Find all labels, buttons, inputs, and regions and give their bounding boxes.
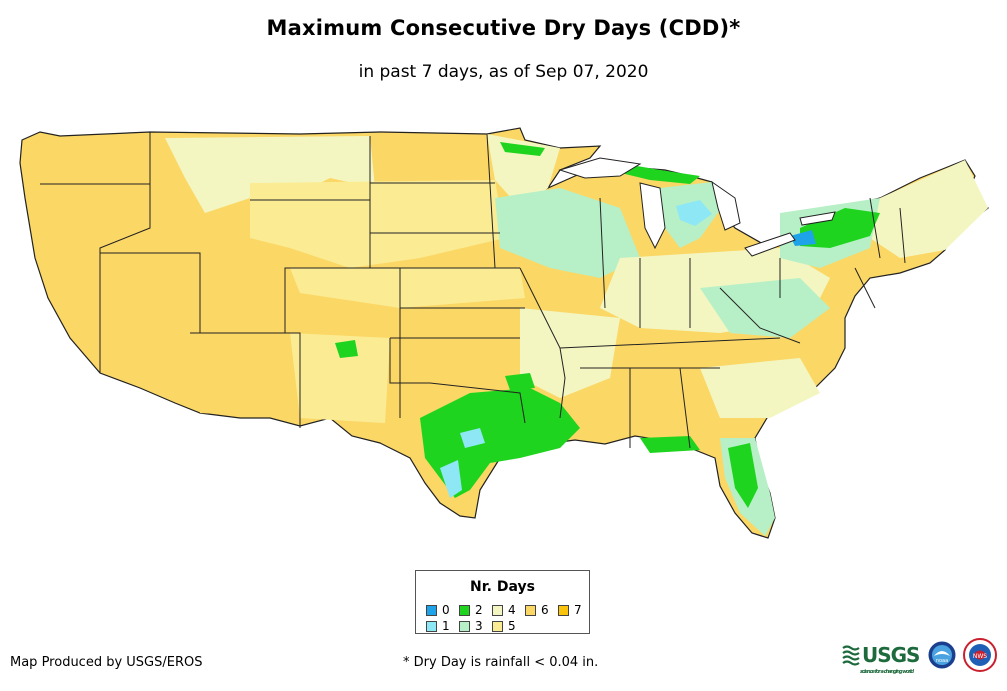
wet-areas <box>335 142 880 508</box>
legend-swatch-0 <box>426 604 437 616</box>
legend-item-5: 5 <box>492 619 516 633</box>
border-west-1 <box>99 132 151 373</box>
legend-item-0: 0 <box>426 603 450 617</box>
texas-green <box>420 388 580 498</box>
state-borders <box>40 132 906 449</box>
lake-michigan <box>639 182 666 250</box>
south-atlantic-zone <box>700 358 820 418</box>
usgs-logo-text: USGS <box>862 643 920 667</box>
noaa-logo-icon: noaa <box>927 640 957 670</box>
legend-swatch-3 <box>459 620 470 632</box>
map-credit: Map Produced by USGS/EROS <box>10 655 203 670</box>
lake-superior <box>558 157 642 179</box>
alabama-green <box>640 436 700 453</box>
border-midwest-v <box>599 197 691 328</box>
arizona-zone <box>190 333 300 418</box>
upper-mi-green <box>620 163 700 184</box>
noaa-logo-text: noaa <box>936 658 948 664</box>
texas-blue-2 <box>460 428 485 448</box>
legend-item-2: 2 <box>459 603 483 617</box>
legend-item-4: 4 <box>492 603 516 617</box>
appalachian-zone <box>700 278 830 338</box>
legend-label-4: 4 <box>508 603 516 617</box>
arkansas-green <box>505 373 535 390</box>
legend-label-5: 5 <box>508 619 516 633</box>
border-az <box>190 332 301 428</box>
great-lakes-water <box>558 157 836 257</box>
map-subtitle: in past 7 days, as of Sep 07, 2020 <box>358 62 649 82</box>
border-appalachia <box>719 258 801 344</box>
plains-light-zone <box>165 136 375 213</box>
legend-title: Nr. Days <box>470 579 535 595</box>
legend: Nr. Days 0 1 2 3 4 5 6 7 <box>415 570 590 634</box>
lake-ontario <box>799 211 836 226</box>
usgs-logo: USGS science for a changing world <box>842 643 920 675</box>
iowa-illinois-zone <box>495 188 640 278</box>
legend-label-1: 1 <box>442 619 450 633</box>
michigan-blue <box>676 200 712 226</box>
nws-logo-text: NWS <box>973 653 987 660</box>
lake-erie <box>744 232 796 257</box>
legend-swatch-7 <box>558 604 569 616</box>
dry-day-note: * Dry Day is rainfall < 0.04 in. <box>403 655 599 670</box>
border-northeast <box>854 197 906 309</box>
legend-label-2: 2 <box>475 603 483 617</box>
florida-green <box>728 443 758 508</box>
usgs-wave-icon <box>842 645 860 666</box>
great-lakes-blue <box>790 230 816 246</box>
legend-item-6: 6 <box>525 603 549 617</box>
legend-label-7: 7 <box>574 603 582 617</box>
legend-label-3: 3 <box>475 619 483 633</box>
legend-swatch-1 <box>426 620 437 632</box>
legend-item-7: 7 <box>558 603 582 617</box>
minnesota-green <box>500 142 545 156</box>
west-zones <box>190 333 390 423</box>
mo-ar-zone <box>520 308 620 398</box>
northern-plains-light <box>165 136 525 308</box>
legend-swatch-6 <box>525 604 536 616</box>
texas-blue <box>440 460 462 498</box>
great-lakes-green <box>800 208 880 248</box>
legend-swatch-2 <box>459 604 470 616</box>
map-title: Maximum Consecutive Dry Days (CDD)* <box>266 16 741 40</box>
legend-label-0: 0 <box>442 603 450 617</box>
agency-logos: USGS science for a changing world noaa N… <box>842 638 998 675</box>
border-plains-h <box>285 182 525 339</box>
legend-item-1: 1 <box>426 619 450 633</box>
nebraska-zone <box>290 268 525 308</box>
new-england-zone <box>870 160 988 258</box>
nws-logo-icon: NWS <box>963 638 998 672</box>
new-mexico-zone <box>290 333 390 423</box>
dakotas-zone <box>250 180 505 268</box>
nm-green <box>335 340 358 358</box>
legend-label-6: 6 <box>541 603 549 617</box>
legend-swatch-5 <box>492 620 503 632</box>
usgs-tagline: science for a changing world <box>860 669 914 675</box>
border-tx <box>389 338 526 424</box>
border-plains-v <box>369 133 496 418</box>
lake-huron <box>711 180 741 231</box>
legend-swatch-4 <box>492 604 503 616</box>
border-south-h <box>559 337 781 449</box>
legend-item-3: 3 <box>459 619 483 633</box>
border-nv-ut <box>100 252 201 333</box>
us-dry-days-map <box>19 127 990 539</box>
